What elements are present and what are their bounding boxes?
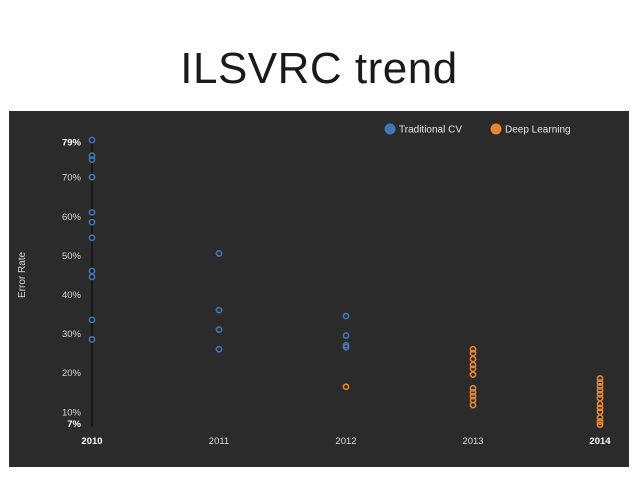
data-point-traditional-cv — [342, 332, 350, 339]
data-point-deep-learning — [596, 379, 604, 386]
data-point-traditional-cv — [342, 312, 350, 320]
data-point-deep-learning — [596, 418, 604, 425]
data-point-traditional-cv — [88, 136, 96, 144]
error-rate-scatter-chart: Traditional CV Deep Learning 7%10% 20% 30% 4… — [17, 123, 611, 447]
data-point-deep-learning — [469, 355, 477, 363]
data-point-deep-learning — [469, 365, 477, 373]
data-point-deep-learning — [596, 382, 604, 390]
y-tick-label: 40% — [62, 290, 82, 301]
data-point-deep-learning — [596, 375, 604, 382]
x-axis: 2010 2011 2012 2013 2014 — [81, 436, 611, 447]
y-tick-label: 70% — [62, 173, 82, 184]
data-point-deep-learning — [596, 414, 604, 422]
data-point-deep-learning — [596, 400, 604, 408]
data-point-traditional-cv — [88, 156, 96, 163]
data-point-deep-learning — [596, 390, 604, 398]
data-point-traditional-cv — [215, 250, 223, 257]
data-point-traditional-cv — [88, 316, 96, 324]
data-point-traditional-cv — [88, 173, 96, 181]
y-tick-label: 10% — [62, 407, 82, 418]
data-point-traditional-cv — [215, 326, 223, 334]
data-point-deep-learning — [469, 361, 477, 369]
y-tick-label: 7% — [67, 419, 81, 430]
x-tick-label: 2014 — [589, 436, 611, 447]
y-axis: 7%10% 20% 30% 40% 50% 60% 70% 79% Error Rate — [17, 138, 93, 430]
data-point-deep-learning — [469, 384, 477, 392]
legend-label-deep-learning: Deep Learning — [505, 125, 571, 136]
legend-swatch-deep-learning — [490, 123, 502, 135]
y-axis-title: Error Rate — [17, 251, 28, 298]
data-points — [88, 136, 604, 429]
x-tick-label: 2010 — [81, 436, 102, 447]
data-point-deep-learning — [596, 408, 604, 416]
data-point-deep-learning — [342, 383, 350, 391]
data-point-deep-learning — [596, 386, 604, 394]
data-point-deep-learning — [469, 388, 477, 396]
data-point-deep-learning — [596, 404, 604, 412]
data-point-traditional-cv — [215, 345, 223, 353]
slide-title: ILSVRC trend — [180, 44, 458, 93]
y-tick-label: 79% — [62, 138, 82, 149]
y-tick-label: 20% — [62, 368, 82, 379]
y-tick-label: 60% — [62, 212, 82, 223]
data-point-deep-learning — [469, 371, 477, 379]
x-tick-label: 2011 — [209, 436, 229, 447]
x-tick-label: 2012 — [335, 436, 356, 447]
chart-panel: Traditional CV Deep Learning 7% 10% 20% 30% 4… — [9, 111, 629, 467]
y-tick-label: 50% — [62, 251, 82, 262]
legend-swatch-traditional-cv — [384, 123, 396, 135]
data-point-traditional-cv — [88, 208, 96, 216]
data-point-deep-learning — [469, 401, 477, 409]
data-point-traditional-cv — [88, 234, 96, 242]
data-point-deep-learning — [596, 421, 604, 429]
data-point-deep-learning — [469, 349, 477, 357]
data-point-traditional-cv — [88, 336, 96, 343]
data-point-traditional-cv — [342, 343, 350, 351]
data-point-deep-learning — [469, 392, 477, 400]
data-point-traditional-cv — [88, 218, 96, 226]
legend: Traditional CV Deep Learning — [384, 123, 571, 136]
data-point-traditional-cv — [88, 273, 96, 281]
data-point-deep-learning — [596, 394, 604, 402]
data-point-traditional-cv — [88, 152, 96, 160]
x-tick-label: 2013 — [462, 436, 483, 447]
y-tick-label: 30% — [62, 329, 82, 340]
data-point-deep-learning — [469, 345, 477, 353]
legend-label-traditional-cv: Traditional CV — [399, 125, 462, 136]
data-point-traditional-cv — [215, 306, 223, 314]
